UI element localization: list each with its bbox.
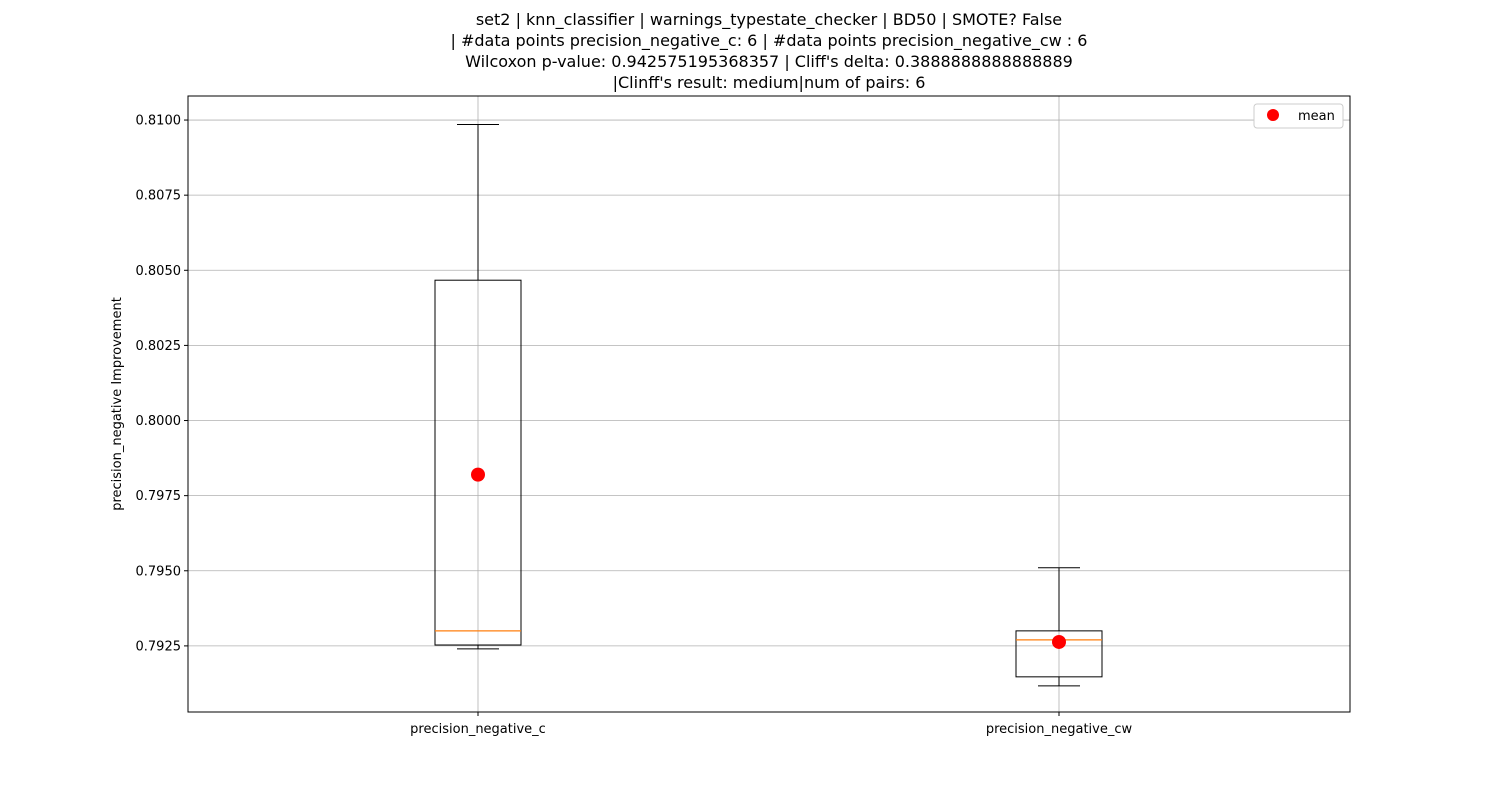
- box-precision_negative_cw: [1015, 567, 1103, 687]
- chart-title-line-4: |Clinff's result: medium|num of pairs: 6: [613, 73, 926, 92]
- y-axis: 0.7925 0.7950 0.7975 0.8000 0.8025 0.8050 0.80…: [136, 114, 188, 654]
- mean-marker: [471, 467, 485, 482]
- y-axis-label: precision_negative Improvement: [110, 297, 125, 511]
- y-tick-label: 0.8050: [136, 264, 182, 279]
- legend: mean: [1253, 103, 1344, 129]
- x-tick-label: precision_negative_c: [410, 722, 546, 737]
- y-tick-label: 0.8075: [136, 189, 182, 204]
- legend-mean-label: mean: [1298, 109, 1335, 124]
- box-iqr: [1015, 630, 1103, 678]
- chart-title-line-3: Wilcoxon p-value: 0.942575195368357 | Cl…: [465, 52, 1073, 71]
- y-tick-label: 0.8025: [136, 339, 182, 354]
- chart-title-line-2: | #data points precision_negative_c: 6 |…: [451, 31, 1088, 51]
- box-precision_negative_c: [434, 124, 522, 650]
- grid-lines: [188, 96, 1350, 712]
- mean-marker: [1052, 634, 1066, 649]
- x-tick-label: precision_negative_cw: [986, 722, 1133, 737]
- box-iqr: [434, 279, 522, 646]
- x-axis: precision_negative_c precision_negative_c…: [410, 712, 1133, 737]
- legend-mean-marker: [1267, 109, 1279, 121]
- y-tick-label: 0.8100: [136, 114, 182, 129]
- boxes: [434, 124, 1103, 687]
- chart-title-line-1: set2 | knn_classifier | warnings_typesta…: [476, 10, 1062, 30]
- y-tick-label: 0.7925: [136, 639, 182, 654]
- y-tick-label: 0.7950: [136, 564, 182, 579]
- chart-title: set2 | knn_classifier | warnings_typesta…: [451, 10, 1088, 92]
- y-tick-label: 0.7975: [136, 489, 182, 504]
- y-tick-label: 0.8000: [136, 414, 182, 429]
- plot-area-frame: [187, 95, 1351, 713]
